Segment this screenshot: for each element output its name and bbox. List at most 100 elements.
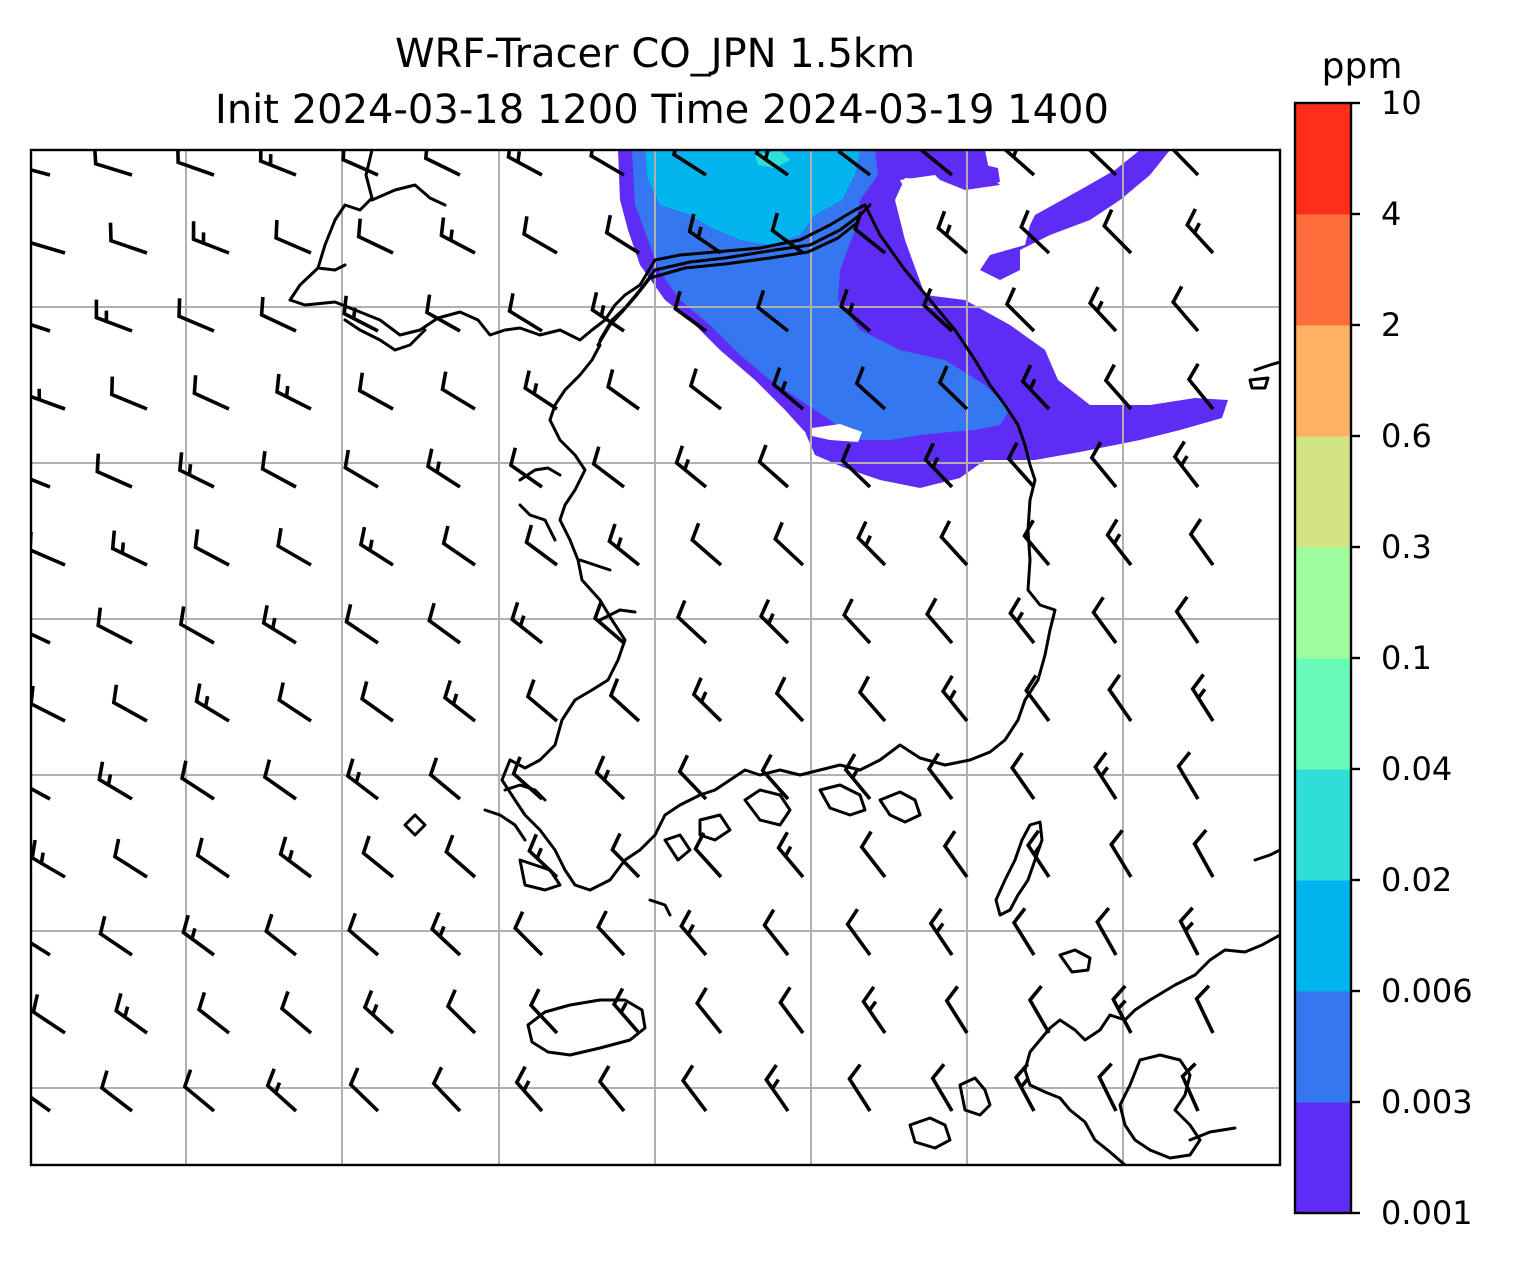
wind-barb xyxy=(96,607,133,645)
wind-barb xyxy=(1087,150,1118,177)
wind-barb xyxy=(261,604,297,645)
wind-barb xyxy=(31,322,51,333)
wind-barb xyxy=(31,531,66,567)
wind-barb xyxy=(592,600,626,645)
wind-barb xyxy=(260,450,297,489)
wind-barb xyxy=(597,1065,626,1113)
wind-barb xyxy=(262,759,298,801)
wind-barb xyxy=(507,293,543,333)
wind-barb xyxy=(693,831,723,879)
wind-barb xyxy=(923,442,954,489)
map-frame xyxy=(29,148,1282,1167)
wind-barb xyxy=(764,1063,790,1113)
wind-barb xyxy=(343,449,379,489)
wind-barb xyxy=(1008,596,1036,645)
wind-barb xyxy=(1025,829,1051,878)
wind-barb xyxy=(939,520,969,567)
wind-barb xyxy=(926,752,954,801)
wind-barb xyxy=(194,683,230,723)
wind-barb xyxy=(1003,150,1036,177)
colorbar-tick-label: 0.02 xyxy=(1381,861,1452,899)
wind-barb xyxy=(274,219,312,255)
wind-barb xyxy=(1188,518,1215,567)
wind-barb xyxy=(757,444,790,489)
wind-barb xyxy=(360,681,395,723)
colorbar-tick-label: 0.1 xyxy=(1381,639,1432,677)
tracer-concentration-field xyxy=(618,150,1228,488)
wind-barb xyxy=(348,1067,380,1113)
colorbar-swatch xyxy=(1295,991,1351,1103)
wind-barb xyxy=(191,221,230,255)
wind-barb xyxy=(506,150,543,177)
colorbar-swatch xyxy=(1295,547,1351,659)
wind-barb xyxy=(341,150,379,177)
wind-barb xyxy=(1185,208,1215,255)
colorbar-swatch xyxy=(1295,658,1351,770)
wind-barb xyxy=(606,369,641,411)
colorbar-tick-label: 0.001 xyxy=(1381,1194,1473,1232)
wind-barb xyxy=(1190,673,1215,722)
wind-barb xyxy=(31,477,51,489)
wind-barb xyxy=(1186,362,1215,411)
wind-barb xyxy=(610,832,641,879)
wind-barb xyxy=(760,753,790,801)
colorbar-tick-label: 0.04 xyxy=(1381,750,1452,788)
wind-barb xyxy=(193,529,230,567)
wind-barb xyxy=(845,908,872,957)
wind-barb xyxy=(1180,1062,1200,1112)
wind-barb xyxy=(347,912,380,957)
wind-barb xyxy=(611,987,641,1035)
wind-barb xyxy=(1004,287,1036,333)
wind-barb xyxy=(94,299,133,333)
wind-barb xyxy=(680,1064,708,1113)
wind-barb xyxy=(842,598,872,645)
wind-barb xyxy=(674,445,708,489)
wind-barb xyxy=(31,1084,52,1113)
wind-barb xyxy=(944,985,969,1034)
wind-barb xyxy=(31,786,51,801)
wind-barb xyxy=(425,448,461,489)
wind-barb xyxy=(591,446,626,489)
wind-barb xyxy=(1011,907,1036,956)
wind-barb xyxy=(514,1065,544,1113)
tracer-band-0.006 xyxy=(645,150,860,245)
wind-barb xyxy=(528,988,559,1035)
wind-barb xyxy=(853,211,887,255)
wind-barb xyxy=(1103,363,1133,411)
wind-barb xyxy=(441,525,477,567)
wind-barb xyxy=(513,910,544,957)
wind-barb xyxy=(181,914,216,957)
wind-barb xyxy=(856,520,887,567)
wind-barb xyxy=(854,366,887,411)
wind-barb xyxy=(99,1070,134,1113)
wind-barb xyxy=(525,679,559,723)
wind-barb xyxy=(778,986,805,1035)
colorbar-title: ppm xyxy=(1322,46,1403,87)
wind-barb xyxy=(770,212,805,255)
colorbar-tick-label: 4 xyxy=(1381,195,1401,233)
wind-barb xyxy=(358,526,394,567)
wind-barb xyxy=(837,150,872,177)
wind-barb xyxy=(258,150,297,177)
wind-barb xyxy=(31,632,51,645)
wind-barb xyxy=(1091,596,1118,645)
wind-barb xyxy=(1105,518,1133,567)
wind-barb xyxy=(607,523,641,567)
wind-barb xyxy=(423,150,461,177)
colorbar-swatch xyxy=(1295,880,1351,992)
wind-barb xyxy=(93,150,133,177)
colorbar-swatch xyxy=(1295,103,1351,215)
coastlines xyxy=(288,150,1280,1165)
wind-barb xyxy=(1027,984,1051,1034)
wind-barb xyxy=(1093,751,1118,800)
map-gridlines xyxy=(31,150,1280,1165)
wind-barb xyxy=(1109,829,1133,878)
wind-barb xyxy=(357,372,394,411)
wind-barb xyxy=(178,606,215,645)
wind-barb xyxy=(112,838,148,879)
wind-barb xyxy=(362,989,395,1035)
wind-barb xyxy=(508,447,544,489)
wind-barb xyxy=(758,598,790,645)
wind-barb xyxy=(590,291,625,333)
